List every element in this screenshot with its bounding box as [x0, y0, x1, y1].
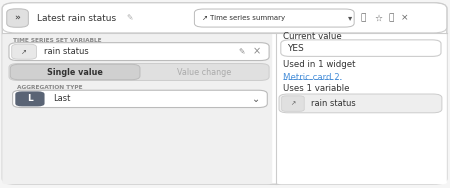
Text: rain status: rain status [311, 99, 356, 108]
Text: ×: × [401, 14, 409, 23]
FancyBboxPatch shape [10, 64, 140, 80]
Text: L: L [27, 94, 33, 103]
FancyBboxPatch shape [194, 9, 354, 27]
FancyBboxPatch shape [281, 40, 441, 56]
FancyBboxPatch shape [12, 44, 36, 59]
Text: ⧉: ⧉ [361, 14, 366, 23]
Text: Uses 1 variable: Uses 1 variable [283, 84, 349, 93]
Text: ↗ Time series summary: ↗ Time series summary [202, 15, 285, 21]
Text: Value change: Value change [177, 67, 231, 77]
Text: ✎: ✎ [126, 14, 132, 23]
Text: 🗑: 🗑 [389, 14, 394, 23]
FancyBboxPatch shape [2, 33, 272, 184]
Text: ↗: ↗ [21, 49, 27, 55]
Text: rain status: rain status [44, 47, 89, 56]
Text: Metric card 2: Metric card 2 [283, 73, 339, 82]
Text: ⌄: ⌄ [252, 94, 260, 104]
Text: TIME SERIES SET VARIABLE: TIME SERIES SET VARIABLE [13, 38, 101, 43]
Text: Single value: Single value [47, 67, 103, 77]
FancyBboxPatch shape [279, 94, 442, 113]
FancyBboxPatch shape [9, 43, 269, 61]
Text: »: » [14, 14, 21, 23]
Text: Used in 1 widget: Used in 1 widget [283, 60, 355, 69]
Text: Latest rain status: Latest rain status [37, 14, 116, 23]
FancyBboxPatch shape [15, 91, 45, 106]
Text: ▾: ▾ [348, 14, 352, 23]
Text: ↗: ↗ [290, 101, 296, 106]
Text: AGGREGATION TYPE: AGGREGATION TYPE [17, 85, 83, 90]
Text: ✎: ✎ [238, 47, 245, 56]
FancyBboxPatch shape [282, 96, 304, 111]
Text: Last: Last [53, 94, 71, 103]
FancyBboxPatch shape [2, 3, 447, 184]
Text: ×: × [252, 47, 261, 57]
Text: Current value: Current value [283, 32, 342, 41]
Text: ☆: ☆ [374, 14, 382, 23]
FancyBboxPatch shape [277, 33, 447, 184]
FancyBboxPatch shape [9, 64, 269, 80]
Text: YES: YES [287, 44, 304, 53]
FancyBboxPatch shape [13, 90, 267, 108]
FancyBboxPatch shape [2, 3, 447, 33]
FancyBboxPatch shape [7, 9, 28, 27]
